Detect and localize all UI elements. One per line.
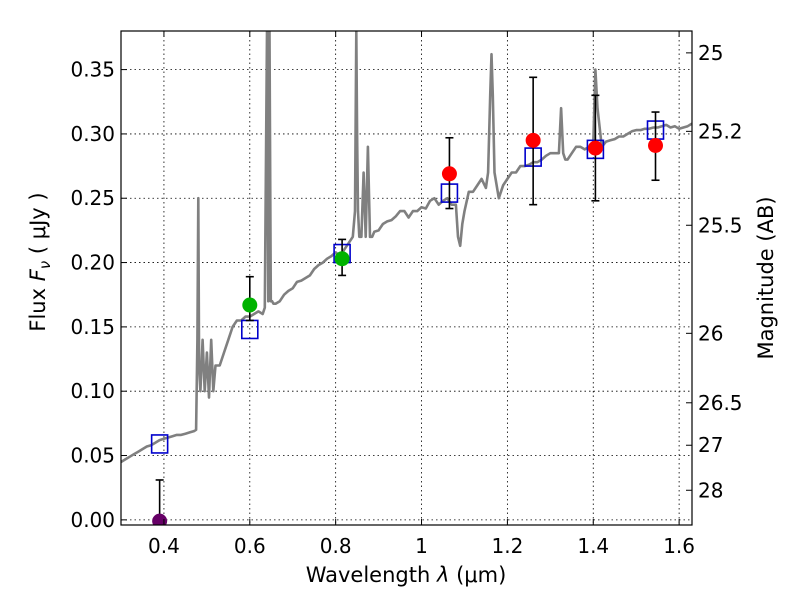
y-tick-label: 0.10 — [70, 379, 115, 403]
x-tick-label: 0.6 — [234, 534, 266, 558]
x-tick-label: 1.4 — [577, 534, 609, 558]
y-axis-label: Flux Fν ( μJy ) — [26, 192, 54, 331]
y-tick-label: 0.30 — [70, 122, 115, 146]
y2-tick-label: 25.2 — [698, 119, 743, 143]
plot-frame — [120, 30, 693, 526]
x-tick-label: 0.4 — [148, 534, 180, 558]
model-square-marker — [150, 434, 169, 454]
spectrum-line — [121, 31, 692, 464]
axis-ticks: 0.4 0.6 0.8 1 1.2 1.4 1.6 0.00 0.05 0.10 0.15 0.20 0… — [70, 31, 743, 558]
y-tick-label: 0.20 — [70, 251, 115, 275]
y2-tick-label: 25 — [698, 41, 723, 65]
x-tick-label: 1.2 — [491, 534, 523, 558]
y2-tick-label: 26 — [698, 321, 723, 345]
x-tick-label: 1 — [415, 534, 428, 558]
y-tick-label: 0.00 — [70, 508, 115, 532]
observed-point-marker — [587, 140, 603, 156]
y2-axis-label: Magnitude (AB) — [754, 196, 778, 359]
y-tick-label: 0.15 — [70, 315, 115, 339]
plot-area — [121, 31, 692, 525]
observed-point-marker — [525, 132, 541, 148]
observed-point-marker — [441, 166, 457, 182]
y2-tick-label: 28 — [698, 478, 723, 502]
y-tick-label: 0.35 — [70, 58, 115, 82]
y2-tick-label: 27 — [698, 433, 723, 457]
observed-point-marker — [648, 137, 664, 153]
observed-point-marker — [334, 251, 350, 267]
y-tick-label: 0.05 — [70, 444, 115, 468]
x-axis-label: Wavelength λ (μm) — [306, 563, 507, 587]
x-tick-label: 1.6 — [663, 534, 695, 558]
observed-point-marker — [152, 513, 168, 525]
y-tick-label: 0.25 — [70, 186, 115, 210]
observed-point-marker — [242, 297, 258, 313]
y2-tick-label: 26.5 — [698, 391, 743, 415]
x-tick-label: 0.8 — [320, 534, 352, 558]
y2-tick-label: 25.5 — [698, 213, 743, 237]
